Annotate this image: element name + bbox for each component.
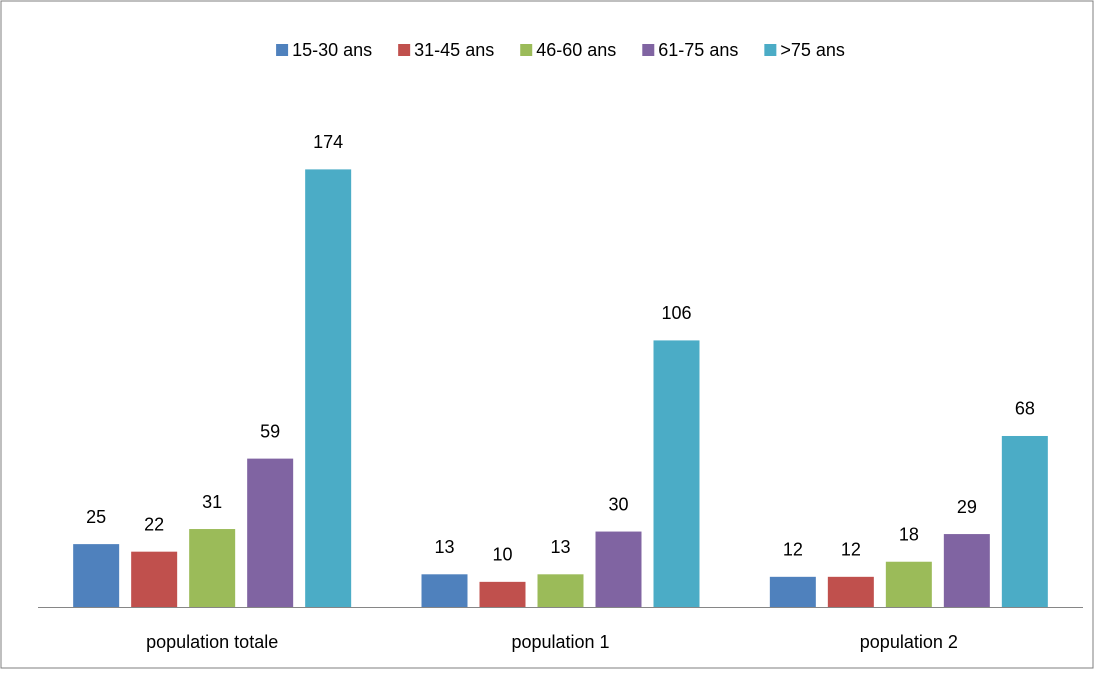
legend-swatch <box>398 44 411 56</box>
value-label: 30 <box>608 494 628 514</box>
legend-label: 31-45 ans <box>414 40 494 60</box>
bar <box>827 576 874 607</box>
bar <box>479 581 526 607</box>
bar <box>653 340 700 607</box>
bar <box>595 531 642 607</box>
value-label: 25 <box>86 507 106 527</box>
value-label: 22 <box>144 514 164 534</box>
bar <box>247 458 294 607</box>
legend-label: 46-60 ans <box>536 40 616 60</box>
legend-swatch <box>276 44 289 56</box>
bar <box>885 561 932 607</box>
bar <box>73 544 120 607</box>
legend: 15-30 ans 31-45 ans 46-60 ans 61-75 ans >75 … <box>276 40 845 60</box>
legend-swatch <box>764 44 777 56</box>
legend-label: 15-30 ans <box>292 40 372 60</box>
value-label: 13 <box>550 537 570 557</box>
legend-swatch <box>520 44 533 56</box>
bar <box>421 574 468 607</box>
value-label: 13 <box>434 537 454 557</box>
bar <box>537 574 584 607</box>
value-label: 29 <box>957 497 977 517</box>
bar <box>189 529 236 607</box>
bar <box>943 534 990 607</box>
x-tick-label: population 2 <box>860 632 958 652</box>
value-label: 12 <box>841 540 861 560</box>
x-tick-label: population 1 <box>511 632 609 652</box>
value-label: 59 <box>260 421 280 441</box>
value-label: 106 <box>661 303 691 323</box>
value-label: 12 <box>783 540 803 560</box>
value-label: 31 <box>202 492 222 512</box>
value-label: 68 <box>1015 399 1035 419</box>
legend-swatch <box>642 44 655 56</box>
bar <box>131 551 178 607</box>
value-label: 174 <box>313 132 343 152</box>
bar <box>305 169 352 607</box>
legend-label: >75 ans <box>780 40 845 60</box>
bar <box>769 576 816 607</box>
value-label: 10 <box>492 545 512 565</box>
bar <box>1001 435 1048 607</box>
x-tick-label: population totale <box>146 632 278 652</box>
value-label: 18 <box>899 524 919 544</box>
legend-label: 61-75 ans <box>658 40 738 60</box>
